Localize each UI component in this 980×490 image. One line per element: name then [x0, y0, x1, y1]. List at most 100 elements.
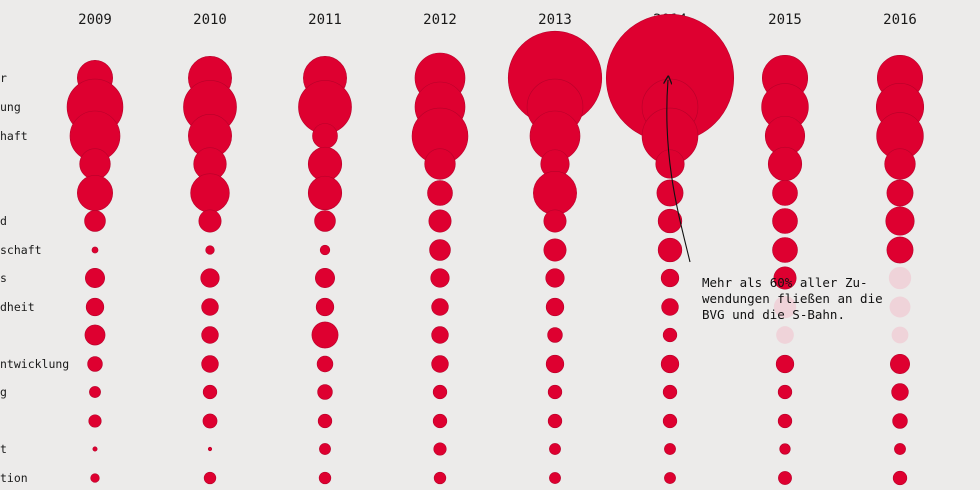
bubble-2012-row7[interactable] [430, 268, 450, 288]
bubble-2011-row14[interactable] [318, 471, 332, 485]
bubble-2016-row9[interactable] [891, 326, 909, 344]
bubble-2016-row13[interactable] [894, 443, 906, 455]
bubble-2014-row10[interactable] [660, 354, 680, 374]
bubble-2011-row2[interactable] [312, 123, 338, 149]
bubble-2012-row10[interactable] [431, 355, 449, 373]
bubble-2010-row11[interactable] [202, 384, 218, 400]
bubble-2011-row4[interactable] [307, 175, 343, 211]
bubble-2011-row10[interactable] [316, 355, 334, 373]
row-label: g [0, 385, 7, 399]
row-label: t [0, 442, 7, 456]
bubble-2012-row4[interactable] [427, 180, 453, 206]
bubble-2012-row11[interactable] [432, 384, 448, 400]
bubble-2010-row9[interactable] [201, 326, 219, 344]
bubble-2009-row7[interactable] [85, 268, 105, 288]
bubble-2009-row11[interactable] [89, 386, 101, 398]
bubble-2015-row3[interactable] [767, 146, 803, 182]
bubble-2014-row4[interactable] [656, 179, 684, 207]
bubble-2010-row14[interactable] [203, 471, 217, 485]
bubble-2014-row8[interactable] [661, 298, 679, 316]
bubble-2011-row12[interactable] [317, 413, 333, 429]
bubble-2009-row10[interactable] [87, 356, 103, 372]
bubble-2010-row5[interactable] [198, 209, 222, 233]
bubble-2015-row13[interactable] [779, 443, 791, 455]
bubble-2009-row4[interactable] [77, 175, 113, 211]
bubble-2010-row7[interactable] [200, 268, 220, 288]
bubble-2012-row8[interactable] [431, 298, 449, 316]
bubble-2010-row6[interactable] [205, 245, 215, 255]
bubble-2010-row13[interactable] [207, 446, 213, 452]
bubble-2011-row11[interactable] [317, 384, 333, 400]
bubble-2010-row8[interactable] [201, 298, 219, 316]
row-label: tion [0, 471, 28, 485]
bubble-2012-row14[interactable] [433, 471, 447, 485]
bubble-2011-row8[interactable] [315, 297, 335, 317]
bubble-2010-row10[interactable] [201, 355, 219, 373]
bubble-2013-row13[interactable] [549, 443, 561, 455]
bubble-2014-row7[interactable] [660, 268, 680, 288]
bubble-2009-row3[interactable] [79, 148, 111, 180]
bubble-2016-row5[interactable] [885, 206, 915, 236]
bubble-2015-row14[interactable] [778, 471, 792, 485]
bubble-2012-row12[interactable] [432, 413, 448, 429]
bubble-2009-row12[interactable] [88, 414, 102, 428]
bubble-2014-row12[interactable] [662, 413, 678, 429]
bubble-2012-row13[interactable] [433, 442, 447, 456]
bubble-2012-row3[interactable] [424, 148, 456, 180]
bubble-2014-row9[interactable] [662, 327, 678, 343]
bubble-2015-row9[interactable] [776, 326, 794, 344]
bubble-2015-row5[interactable] [772, 208, 798, 234]
bubble-2009-row14[interactable] [90, 473, 100, 483]
bubble-2013-row12[interactable] [547, 413, 563, 429]
bubble-2009-row8[interactable] [85, 297, 105, 317]
bubble-2015-row6[interactable] [772, 237, 798, 263]
bubble-2013-row4[interactable] [533, 171, 577, 215]
bubble-2011-row13[interactable] [319, 443, 331, 455]
bubble-2015-row8[interactable] [773, 295, 797, 319]
row-label: s [0, 271, 7, 285]
bubble-2012-row9[interactable] [431, 326, 449, 344]
bubble-2014-row11[interactable] [662, 384, 678, 400]
row-label: haft [0, 129, 28, 143]
bubble-2013-row14[interactable] [549, 472, 561, 484]
bubble-2011-row6[interactable] [319, 244, 331, 256]
bubble-2016-row11[interactable] [891, 383, 909, 401]
bubble-2011-row5[interactable] [314, 210, 336, 232]
bubble-2013-row8[interactable] [545, 297, 565, 317]
bubble-2011-row3[interactable] [307, 146, 343, 182]
bubble-2009-row6[interactable] [91, 246, 99, 254]
bubble-2016-row8[interactable] [889, 296, 911, 318]
bubble-2016-row6[interactable] [886, 236, 914, 264]
bubble-2013-row6[interactable] [543, 238, 567, 262]
annotation-line: BVG und die S-Bahn. [702, 307, 845, 322]
bubble-2012-row6[interactable] [429, 239, 451, 261]
bubble-2015-row11[interactable] [777, 384, 793, 400]
bubble-2013-row11[interactable] [547, 384, 563, 400]
bubble-2015-row7[interactable] [773, 266, 797, 290]
bubble-2013-row5[interactable] [543, 209, 567, 233]
bubble-2011-row7[interactable] [315, 268, 335, 288]
bubble-2015-row4[interactable] [772, 180, 798, 206]
bubble-2014-row5[interactable] [657, 208, 683, 234]
bubble-2016-row10[interactable] [890, 354, 910, 374]
bubble-2009-row9[interactable] [84, 324, 106, 346]
bubble-2016-row12[interactable] [892, 413, 908, 429]
bubble-2014-row6[interactable] [657, 237, 683, 263]
bubble-2015-row10[interactable] [775, 354, 795, 374]
bubble-2014-row14[interactable] [664, 472, 676, 484]
bubble-2014-row13[interactable] [664, 443, 676, 455]
bubble-2015-row12[interactable] [777, 413, 793, 429]
bubble-2013-row7[interactable] [545, 268, 565, 288]
bubble-2013-row9[interactable] [547, 327, 563, 343]
bubble-2012-row5[interactable] [428, 209, 452, 233]
bubble-2010-row12[interactable] [202, 413, 218, 429]
bubble-2016-row7[interactable] [888, 266, 912, 290]
bubble-2013-row10[interactable] [545, 354, 565, 374]
bubble-2016-row14[interactable] [892, 470, 908, 486]
bubble-2016-row3[interactable] [884, 148, 916, 180]
bubble-2010-row4[interactable] [190, 173, 230, 213]
bubble-2009-row5[interactable] [84, 210, 106, 232]
bubble-2016-row4[interactable] [886, 179, 914, 207]
bubble-2011-row9[interactable] [311, 321, 339, 349]
bubble-2009-row13[interactable] [92, 446, 98, 452]
